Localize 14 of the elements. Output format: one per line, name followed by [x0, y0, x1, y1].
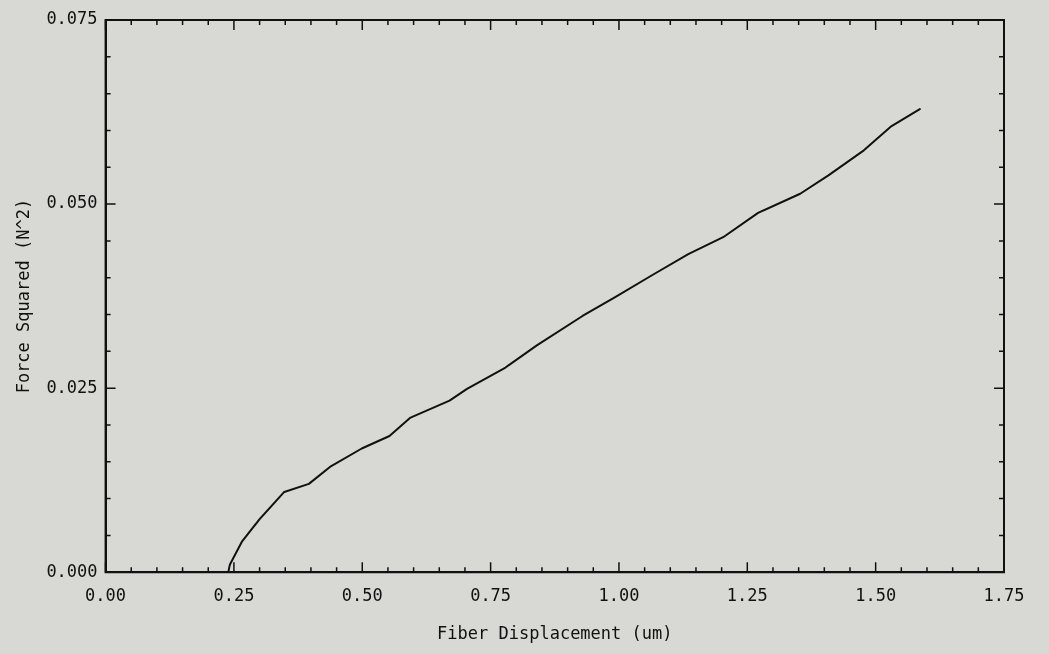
x-axis-title: Fiber Displacement (um): [437, 623, 673, 644]
x-tick-label: 1.25: [726, 584, 768, 605]
y-tick-label: 0.075: [46, 8, 98, 29]
x-tick-label: 0.00: [85, 584, 127, 605]
x-tick-label: 0.75: [470, 584, 512, 605]
x-tick-label: 1.00: [598, 584, 640, 605]
x-tick-label: 0.25: [213, 584, 255, 605]
y-axis-title: Force Squared (N^2): [12, 198, 33, 394]
x-tick-label: 0.50: [341, 584, 383, 605]
y-tick-label: 0.050: [46, 192, 98, 213]
x-tick-label: 1.75: [983, 584, 1025, 605]
x-tick-label: 1.50: [855, 584, 897, 605]
y-tick-label: 0.000: [46, 560, 98, 581]
y-tick-label: 0.025: [46, 376, 98, 397]
